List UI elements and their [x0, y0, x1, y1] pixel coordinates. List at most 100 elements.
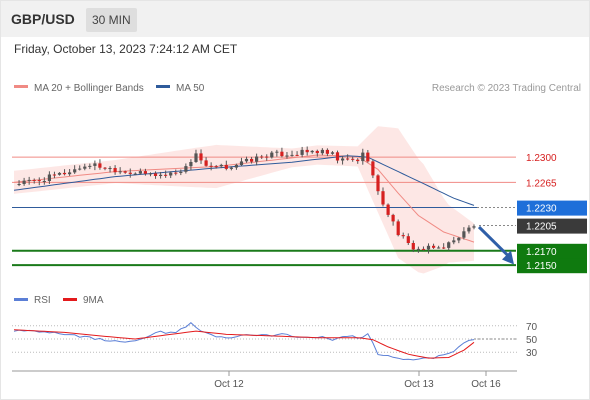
candle-body-16 [93, 163, 97, 166]
candle-body-32 [174, 172, 178, 174]
candle-body-13 [78, 168, 82, 170]
ma50-line [13, 155, 475, 206]
candle-body-44 [234, 164, 238, 168]
level-tag-bg-1.2170 [517, 243, 587, 259]
candle-body-55 [290, 154, 294, 156]
symbol-title: GBP/USD [11, 11, 75, 27]
candle-body-25 [138, 171, 142, 174]
candle-body-91 [472, 226, 476, 228]
bollinger-band-area [14, 126, 474, 274]
rsi-tick-30: 30 [526, 348, 538, 359]
level-tag-1.2170: 1.2170 [526, 247, 557, 258]
candle-body-65 [341, 158, 345, 161]
candle-body-33 [179, 171, 183, 173]
candle-body-51 [270, 152, 274, 158]
candle-body-30 [164, 174, 168, 176]
candle-body-42 [224, 164, 228, 169]
rsi-legend-swatch [14, 298, 28, 301]
timeframe-button[interactable]: 30 MIN [86, 8, 137, 32]
candle-body-82 [426, 245, 431, 250]
candle-body-90 [467, 227, 471, 232]
candle-body-35 [189, 162, 193, 167]
candle-body-54 [285, 155, 289, 157]
candle-body-62 [325, 149, 329, 154]
candle-body-50 [265, 156, 269, 158]
candle-body-43 [229, 167, 233, 169]
candle-body-9 [57, 172, 62, 175]
level-tag-1.2300: 1.2300 [526, 153, 557, 164]
candle-body-84 [437, 247, 441, 249]
level-lines [12, 156, 516, 267]
ma20-legend-label: MA 20 + Bollinger Bands [34, 83, 144, 94]
projection-arrow-shaft [477, 225, 511, 258]
candle-body-22 [123, 171, 127, 173]
rsi-tick-50: 50 [526, 335, 538, 346]
candle-body-8 [52, 174, 56, 176]
level-tag-bg-1.2230 [517, 200, 587, 216]
moving-averages [13, 154, 475, 243]
candle-body-85 [442, 247, 446, 249]
candle-body-2 [22, 180, 26, 184]
ma20-line [13, 154, 475, 243]
candlesticks [17, 146, 476, 254]
candle-body-4 [32, 179, 36, 181]
candle-body-77 [401, 235, 405, 237]
candle-body-86 [447, 242, 451, 248]
x-tick-label-oct-12: Oct 12 [214, 379, 244, 390]
candle-body-68 [356, 159, 360, 162]
candle-body-27 [148, 173, 153, 175]
rsi-ma9-line [13, 329, 475, 359]
candle-body-53 [280, 151, 284, 157]
candle-body-15 [88, 165, 92, 167]
candle-body-21 [118, 171, 122, 173]
candle-body-87 [452, 240, 456, 243]
candle-body-29 [159, 174, 163, 176]
candle-body-20 [113, 168, 117, 173]
candle-body-89 [462, 231, 466, 238]
candle-body-83 [432, 245, 436, 248]
candle-body-64 [335, 152, 340, 161]
candle-body-1 [17, 184, 21, 185]
candle-body-71 [371, 161, 375, 176]
level-tag-1.2205: 1.2205 [526, 222, 557, 233]
candle-body-28 [153, 173, 158, 176]
candle-body-46 [244, 158, 249, 162]
candle-body-26 [143, 171, 147, 174]
candle-body-61 [320, 149, 324, 154]
candle-body-11 [68, 172, 72, 175]
candle-body-78 [406, 236, 410, 243]
candle-body-6 [42, 181, 46, 182]
candle-body-36 [194, 153, 198, 162]
candle-body-7 [47, 174, 51, 181]
ma50-legend-label: MA 50 [176, 83, 205, 94]
candle-body-37 [199, 153, 203, 161]
candle-body-17 [98, 163, 102, 168]
candle-body-58 [305, 149, 309, 153]
candle-body-72 [376, 175, 380, 192]
candle-body-66 [346, 158, 350, 160]
candle-body-76 [396, 221, 400, 236]
candle-body-10 [62, 172, 67, 175]
candle-body-3 [27, 179, 31, 181]
candle-body-59 [310, 150, 314, 153]
level-tag-1.2265: 1.2265 [526, 178, 557, 189]
level-tag-bg-1.2205 [517, 218, 587, 234]
candle-body-74 [386, 204, 390, 215]
candle-body-41 [219, 164, 223, 167]
ma9-legend-label: 9MA [83, 295, 104, 306]
rsi-line [13, 322, 475, 361]
candle-body-12 [73, 169, 77, 173]
level-tag-1.2150: 1.2150 [526, 261, 557, 272]
candle-body-88 [457, 237, 461, 241]
x-tick-label-oct-16: Oct 16 [471, 379, 501, 390]
candle-body-56 [295, 154, 299, 156]
candle-body-79 [411, 243, 415, 250]
candle-body-18 [103, 167, 107, 169]
candle-body-47 [250, 158, 254, 162]
bollinger-bands [14, 126, 474, 274]
copyright-credit: Research © 2023 Trading Central [432, 83, 581, 94]
rsi-legend-label: RSI [34, 295, 51, 306]
candle-body-70 [366, 152, 370, 162]
candle-body-45 [239, 161, 244, 165]
